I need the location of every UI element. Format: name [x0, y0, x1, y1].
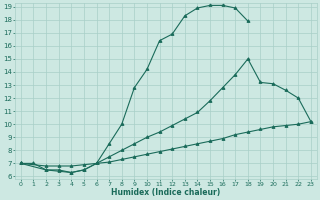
X-axis label: Humidex (Indice chaleur): Humidex (Indice chaleur) [111, 188, 220, 197]
